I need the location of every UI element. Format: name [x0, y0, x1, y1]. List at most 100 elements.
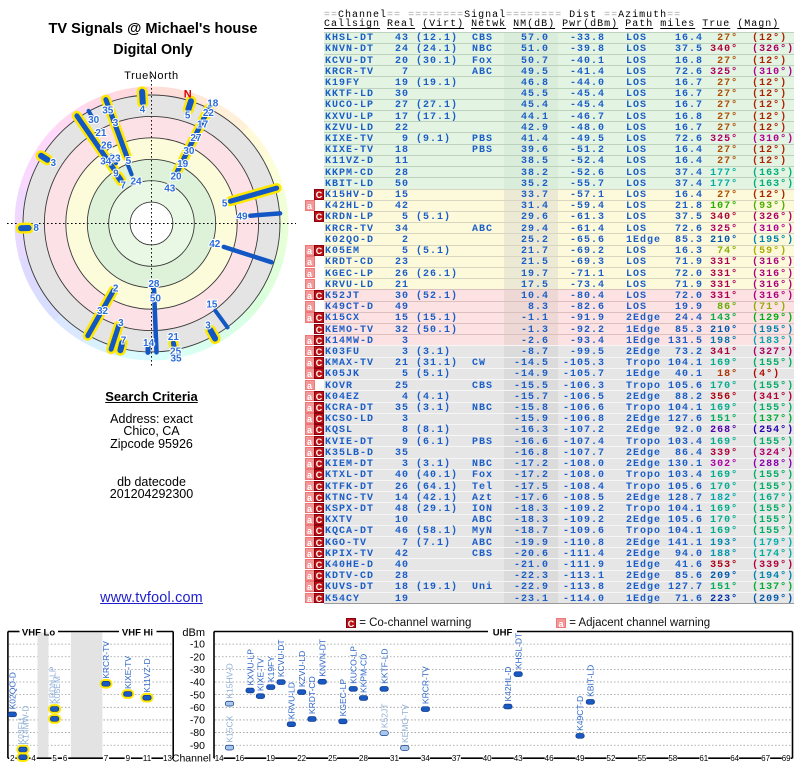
svg-text:Channel: Channel [172, 753, 211, 765]
svg-text:5: 5 [52, 754, 57, 763]
svg-text:KKTF-LD: KKTF-LD [379, 648, 389, 683]
svg-text:UHF: UHF [493, 628, 513, 639]
svg-text:5: 5 [222, 199, 228, 210]
svg-text:KGEC-LP: KGEC-LP [338, 679, 348, 717]
svg-text:4: 4 [140, 105, 146, 116]
svg-text:2: 2 [113, 284, 119, 295]
svg-text:KRCR-TV: KRCR-TV [421, 666, 431, 704]
svg-text:7: 7 [120, 180, 126, 191]
svg-text:22: 22 [203, 108, 215, 119]
svg-text:KIXE-TV: KIXE-TV [123, 656, 133, 689]
svg-text:21: 21 [168, 332, 180, 343]
svg-text:28: 28 [359, 754, 368, 763]
svg-text:14: 14 [215, 754, 224, 763]
svg-text:-60: -60 [190, 702, 205, 714]
svg-text:N: N [184, 89, 192, 101]
svg-text:7: 7 [104, 754, 109, 763]
svg-text:30: 30 [88, 115, 100, 126]
svg-text:KBIT-LD: KBIT-LD [586, 665, 596, 697]
svg-text:KEMO-TV: KEMO-TV [400, 704, 410, 743]
svg-text:5: 5 [185, 111, 191, 122]
svg-text:5: 5 [126, 156, 132, 167]
svg-text:19: 19 [266, 754, 275, 763]
svg-text:3: 3 [51, 158, 57, 169]
svg-text:43: 43 [514, 754, 523, 763]
svg-text:KKPM-CD: KKPM-CD [359, 654, 369, 693]
svg-text:35: 35 [170, 353, 182, 364]
svg-text:23: 23 [110, 153, 122, 164]
svg-text:K52JT: K52JT [379, 704, 389, 729]
svg-text:KXVU-LP: KXVU-LP [245, 649, 255, 686]
svg-text:15: 15 [206, 299, 218, 310]
svg-text:K19FY: K19FY [266, 656, 276, 682]
svg-text:6: 6 [63, 754, 68, 763]
svg-text:13: 13 [163, 754, 172, 763]
svg-text:KUCO-LP: KUCO-LP [348, 646, 358, 684]
svg-text:28: 28 [148, 279, 160, 290]
svg-text:25: 25 [328, 754, 337, 763]
svg-text:50: 50 [150, 294, 162, 305]
svg-text:17: 17 [197, 120, 209, 131]
svg-text:31: 31 [390, 754, 399, 763]
svg-text:43: 43 [164, 183, 176, 194]
svg-text:2: 2 [10, 754, 15, 763]
svg-text:49: 49 [236, 212, 248, 223]
svg-text:VHF Hi: VHF Hi [122, 628, 153, 639]
svg-text:9: 9 [113, 168, 119, 179]
svg-text:KZVU-LD: KZVU-LD [297, 651, 307, 687]
svg-text:22: 22 [297, 754, 306, 763]
svg-text:-50: -50 [190, 689, 205, 701]
svg-text:-90: -90 [190, 740, 205, 752]
svg-text:8: 8 [33, 223, 39, 234]
svg-text:K05EM: K05EM [52, 676, 62, 704]
svg-text:7: 7 [121, 336, 127, 347]
svg-text:14: 14 [143, 338, 155, 349]
svg-text:VHF Lo: VHF Lo [22, 628, 55, 639]
svg-text:64: 64 [730, 754, 739, 763]
svg-text:69: 69 [782, 754, 791, 763]
svg-text:55: 55 [637, 754, 646, 763]
svg-text:9: 9 [126, 754, 131, 763]
svg-text:-40: -40 [190, 677, 205, 689]
svg-text:32: 32 [97, 306, 109, 317]
svg-text:25: 25 [170, 346, 182, 357]
svg-text:K49CT-D: K49CT-D [575, 696, 585, 731]
svg-text:KHSL-DT: KHSL-DT [513, 633, 523, 669]
svg-text:61: 61 [699, 754, 708, 763]
svg-text:3: 3 [118, 318, 124, 329]
svg-text:37: 37 [452, 754, 461, 763]
svg-text:K02QO-D: K02QO-D [8, 672, 18, 709]
svg-text:3: 3 [205, 321, 211, 332]
svg-text:11: 11 [143, 754, 152, 763]
svg-text:KRDN-LP: KRDN-LP [48, 666, 58, 704]
svg-text:K03FU: K03FU [16, 718, 26, 744]
svg-text:26: 26 [101, 140, 113, 151]
svg-text:-80: -80 [190, 727, 205, 739]
svg-text:35: 35 [102, 106, 114, 117]
svg-text:K42HL-D: K42HL-D [503, 667, 513, 702]
svg-text:4: 4 [31, 754, 36, 763]
svg-text:42: 42 [209, 239, 221, 250]
svg-text:49: 49 [576, 754, 585, 763]
svg-text:KRVU-LD: KRVU-LD [287, 682, 297, 719]
svg-text:34: 34 [100, 157, 112, 168]
svg-text:46: 46 [545, 754, 554, 763]
svg-text:67: 67 [761, 754, 770, 763]
svg-text:-30: -30 [190, 664, 205, 676]
svg-text:20: 20 [170, 171, 182, 182]
svg-text:-10: -10 [190, 639, 205, 651]
svg-text:18: 18 [207, 98, 219, 109]
svg-text:-20: -20 [190, 651, 205, 663]
svg-text:K14MW-D: K14MW-D [20, 705, 30, 744]
svg-text:K11VZ-D: K11VZ-D [142, 658, 152, 692]
svg-text:21: 21 [95, 128, 107, 139]
svg-text:34: 34 [421, 754, 430, 763]
svg-text:KRDT-CD: KRDT-CD [307, 676, 317, 714]
svg-text:-70: -70 [190, 715, 205, 727]
svg-text:K15CX: K15CX [225, 715, 235, 742]
svg-text:3: 3 [113, 118, 119, 129]
svg-text:KNVN-DT: KNVN-DT [317, 639, 327, 677]
svg-text:16: 16 [235, 754, 244, 763]
svg-text:58: 58 [668, 754, 677, 763]
svg-text:KIXE-TV: KIXE-TV [256, 658, 266, 691]
